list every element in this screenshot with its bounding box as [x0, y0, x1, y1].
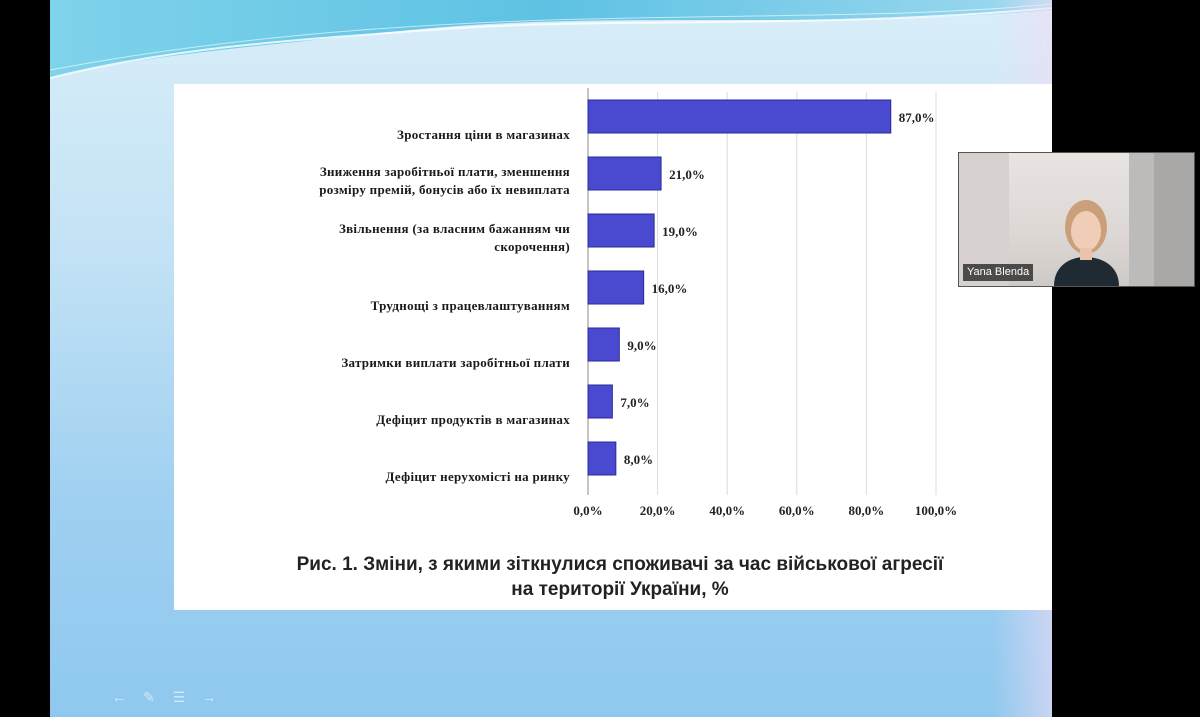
data-label: 19,0% [662, 224, 698, 239]
data-label: 7,0% [620, 395, 649, 410]
caption-line-1: Рис. 1. Зміни, з якими зіткнулися спожив… [296, 554, 944, 575]
category-label: Зростання ціни в магазинах [397, 127, 570, 142]
data-label: 16,0% [652, 281, 688, 296]
x-tick-label: 20,0% [640, 503, 676, 518]
x-tick-label: 0,0% [573, 503, 602, 518]
x-tick-label: 100,0% [915, 503, 957, 518]
bar [587, 213, 655, 248]
x-tick-label: 60,0% [779, 503, 815, 518]
category-label: розміру премій, бонусів або їх невиплата [319, 182, 570, 197]
bar-chart: 0,0% 20,0% 40,0% 60,0% 80,0% 100,0% 87,0% Зрост… [319, 88, 957, 518]
caption-line-2: на території України, % [511, 579, 729, 600]
data-label: 87,0% [899, 110, 935, 125]
participant-video-tile[interactable]: Yana Blenda [958, 152, 1195, 287]
bar [587, 384, 613, 419]
slide-area: 0,0% 20,0% 40,0% 60,0% 80,0% 100,0% 87,0% Зрост… [50, 0, 1052, 717]
bar [587, 327, 620, 362]
x-tick-label: 40,0% [709, 503, 745, 518]
category-label: скорочення) [494, 239, 570, 254]
category-label: Труднощі з працевлаштуванням [371, 298, 570, 313]
pen-icon[interactable]: ✎ [143, 689, 155, 705]
data-label: 21,0% [669, 167, 705, 182]
category-label: Затримки виплати заробітньої плати [341, 355, 570, 370]
data-label: 9,0% [627, 338, 656, 353]
x-tick-label: 80,0% [849, 503, 885, 518]
category-label: Дефіцит нерухомісті на ринку [386, 469, 571, 484]
category-label: Дефіцит продуктів в магазинах [376, 412, 570, 427]
participant-name: Yana Blenda [963, 264, 1034, 281]
bar [587, 156, 662, 191]
chart-panel: 0,0% 20,0% 40,0% 60,0% 80,0% 100,0% 87,0% Зрост… [174, 84, 1052, 610]
data-label: 8,0% [624, 452, 653, 467]
bar [587, 441, 617, 476]
participant-video [959, 153, 1194, 286]
figure-caption: Рис. 1. Зміни, з якими зіткнулися спожив… [174, 552, 1052, 602]
arrow-left-icon[interactable]: ← [112, 689, 126, 705]
menu-icon[interactable]: ☰ [172, 689, 186, 705]
bar [587, 99, 892, 134]
decorative-wave [50, 0, 1052, 79]
category-label: Звільнення (за власним бажанням чи [339, 221, 570, 236]
slide-controls: ← ✎ ☰ → [110, 690, 218, 704]
arrow-right-icon[interactable]: → [202, 689, 216, 705]
category-label: Зниження заробітньої плати, зменшення [320, 164, 570, 179]
bar [587, 270, 645, 305]
